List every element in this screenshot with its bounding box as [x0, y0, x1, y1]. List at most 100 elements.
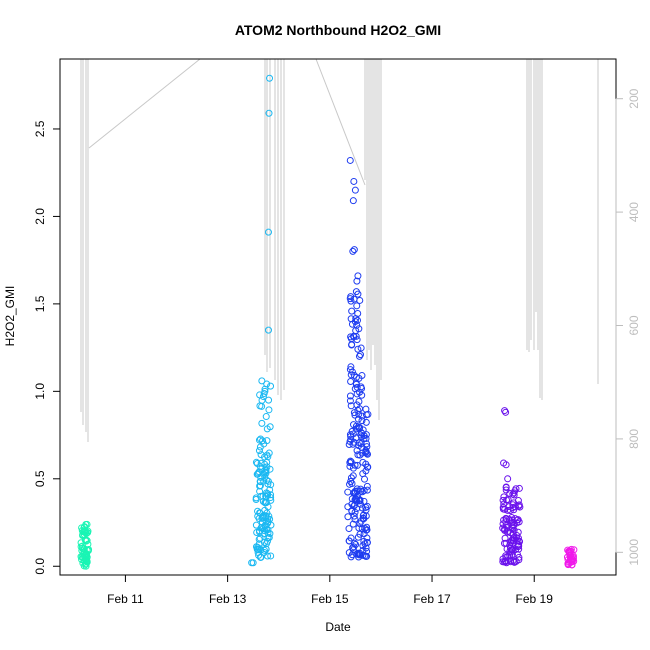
- scatter-point: [344, 513, 352, 521]
- scatter-point: [499, 505, 507, 513]
- scatter-point: [348, 307, 356, 315]
- scatter-point: [83, 520, 91, 528]
- scatter-point: [261, 385, 269, 393]
- scatter-point: [255, 535, 263, 543]
- scatter-point: [356, 496, 364, 504]
- scatter-point: [263, 537, 271, 545]
- scatter-point: [354, 549, 362, 557]
- scatter-point: [355, 524, 363, 532]
- scatter-point: [362, 435, 370, 443]
- scatter-point: [570, 546, 578, 554]
- scatter-point: [361, 540, 369, 548]
- scatter-point: [356, 405, 364, 413]
- scatter-point: [257, 473, 265, 481]
- scatter-point: [508, 513, 516, 521]
- scatter-point: [346, 462, 354, 470]
- scatter-point: [266, 74, 274, 82]
- scatter-point: [362, 431, 370, 439]
- scatter-point: [510, 557, 518, 565]
- scatter-point: [357, 344, 365, 352]
- scatter-point: [355, 352, 363, 360]
- scatter-point: [509, 504, 517, 512]
- scatter-point: [348, 368, 356, 376]
- scatter-point: [502, 486, 510, 494]
- scatter-point: [262, 413, 270, 421]
- scatter-point: [345, 537, 353, 545]
- scatter-point: [357, 517, 365, 525]
- pressure-trace-line: [315, 58, 366, 186]
- scatter-point: [504, 496, 512, 504]
- scatter-point: [260, 546, 268, 554]
- scatter-point: [253, 528, 261, 536]
- scatter-point: [500, 539, 508, 547]
- scatter-point: [353, 277, 361, 285]
- scatter-point: [500, 516, 508, 524]
- scatter-point: [263, 437, 271, 445]
- y-axis-label: H2O2_GMI: [3, 286, 17, 347]
- scatter-point: [252, 458, 260, 466]
- scatter-point: [358, 372, 366, 380]
- scatter-point: [346, 438, 354, 446]
- scatter-point: [502, 559, 510, 567]
- scatter-point: [265, 326, 272, 334]
- scatter-point: [267, 494, 275, 502]
- scatter-point: [515, 553, 523, 561]
- scatter-point: [354, 423, 362, 431]
- scatter-point: [346, 397, 354, 405]
- scatter-point: [362, 552, 370, 560]
- y-right-tick-label: 1000: [627, 539, 641, 566]
- x-tick-label: Feb 11: [107, 592, 144, 606]
- scatter-point: [362, 448, 370, 456]
- scatter-point: [354, 272, 362, 280]
- scatter-point: [267, 496, 275, 504]
- scatter-point: [249, 559, 257, 567]
- scatter-point: [346, 366, 354, 374]
- scatter-point: [255, 447, 263, 455]
- scatter-point: [349, 520, 357, 528]
- scatter-point: [261, 468, 269, 476]
- scatter-point: [353, 302, 361, 310]
- scatter-point: [349, 430, 357, 438]
- scatter-point: [565, 560, 573, 568]
- pressure-lines: [80, 58, 599, 442]
- scatter-point: [258, 419, 266, 427]
- scatter-point: [351, 515, 359, 523]
- scatter-point: [515, 542, 523, 550]
- scatter-point: [349, 247, 357, 255]
- scatter-point: [499, 496, 507, 504]
- y-tick-label: 0.5: [33, 470, 47, 487]
- scatter-point: [265, 406, 273, 414]
- scatter-point: [501, 407, 509, 415]
- scatter-point: [363, 482, 371, 490]
- scatter-point: [355, 551, 363, 559]
- scatter-point: [256, 477, 264, 485]
- y-axis-right: 200 400 600 800 1000: [615, 88, 641, 566]
- scatter-point: [347, 315, 355, 323]
- scatter-point: [265, 109, 273, 117]
- scatter-point: [570, 557, 578, 565]
- scatter-point: [350, 177, 358, 185]
- scatter-point: [352, 315, 360, 323]
- scatter-point: [353, 485, 361, 493]
- scatter-point: [349, 544, 357, 552]
- x-tick-label: Feb 15: [311, 592, 349, 606]
- scatter-point: [363, 486, 371, 494]
- scatter-point: [262, 545, 270, 553]
- x-axis-label: Date: [325, 620, 351, 634]
- scatter-point: [78, 542, 86, 550]
- scatter-point: [360, 511, 368, 519]
- scatter-point: [508, 550, 516, 558]
- y-right-tick-label: 200: [627, 88, 641, 108]
- scatter-point: [359, 546, 367, 554]
- scatter-point: [354, 533, 362, 541]
- scatter-point: [502, 483, 510, 491]
- scatter-point: [254, 543, 262, 551]
- scatter-point: [263, 425, 271, 433]
- x-tick-label: Feb 19: [516, 592, 554, 606]
- scatter-point: [78, 524, 86, 532]
- scatter-point: [364, 450, 372, 458]
- scatter-point: [349, 472, 357, 480]
- scatter-point: [352, 327, 360, 335]
- scatter-point: [501, 534, 509, 542]
- scatter-point: [79, 531, 87, 539]
